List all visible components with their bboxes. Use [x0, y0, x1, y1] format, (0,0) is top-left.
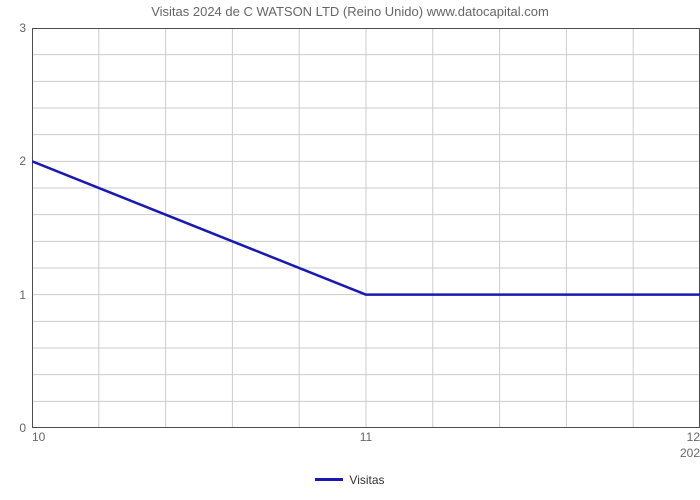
x-tick-label: 11	[360, 428, 372, 444]
y-tick-label: 2	[19, 154, 32, 168]
chart-container: Visitas 2024 de C WATSON LTD (Reino Unid…	[0, 0, 700, 500]
legend: Visitas	[0, 470, 700, 487]
legend-swatch-icon	[315, 478, 343, 481]
x-tick-label: 12	[687, 428, 700, 444]
legend-item: Visitas	[315, 473, 384, 487]
x-axis-right-sublabel: 202	[680, 446, 700, 460]
chart-title: Visitas 2024 de C WATSON LTD (Reino Unid…	[0, 4, 700, 19]
plot-area: 0123101112	[32, 28, 700, 428]
x-tick-label: 10	[32, 428, 45, 444]
y-tick-label: 1	[19, 288, 32, 302]
y-tick-label: 3	[19, 21, 32, 35]
legend-label: Visitas	[349, 473, 384, 487]
y-tick-label: 0	[19, 421, 32, 435]
